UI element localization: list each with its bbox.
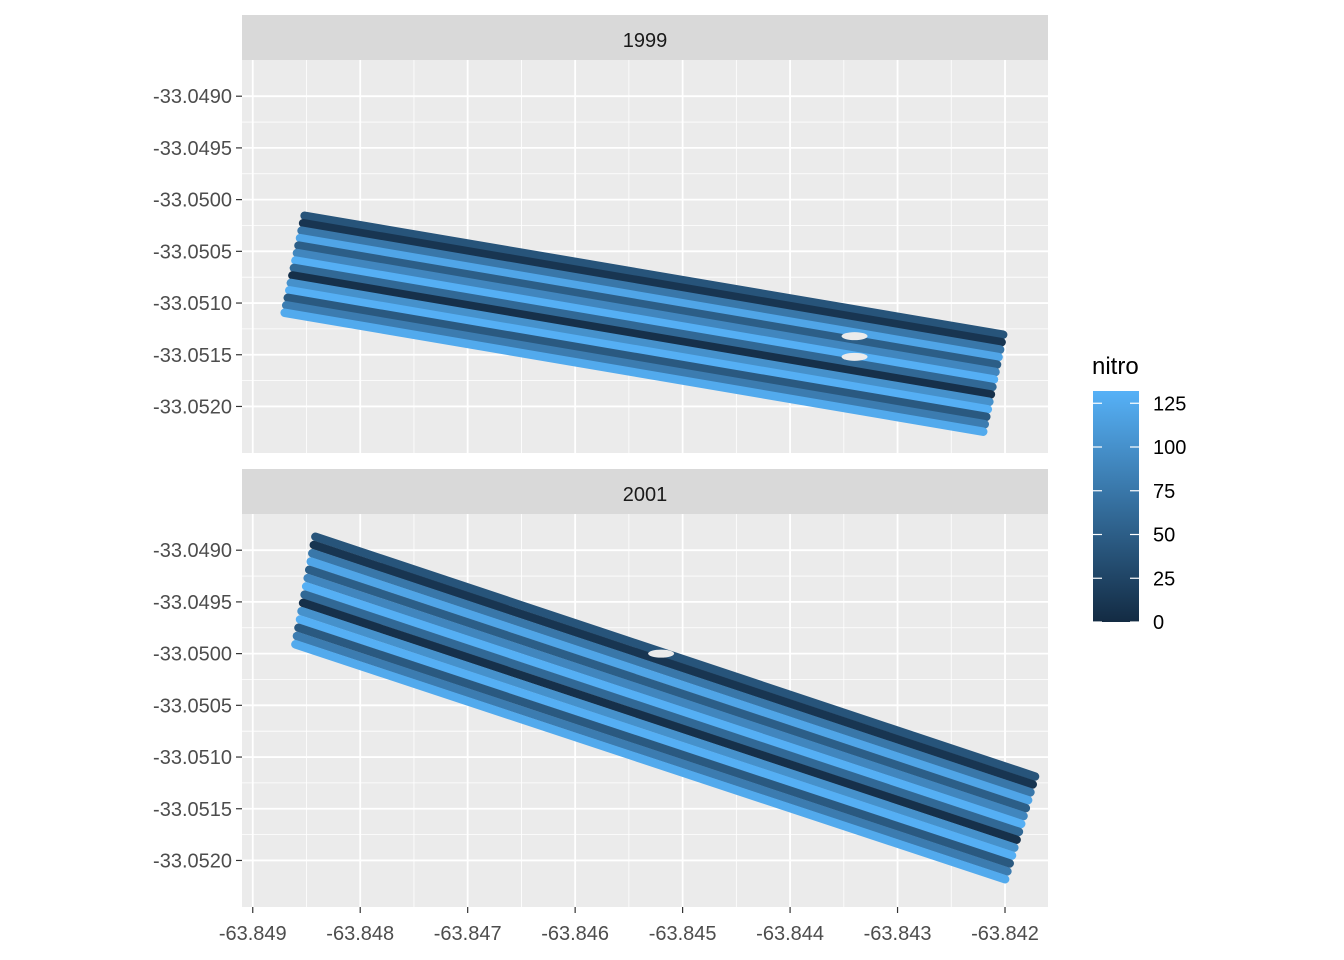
y-tick-label: -33.0510 <box>153 747 232 769</box>
point-row <box>304 565 1031 813</box>
y-tick-label: -33.0490 <box>153 86 232 108</box>
x-tick-label: -63.843 <box>864 923 932 945</box>
point-row <box>298 598 1021 844</box>
point-row <box>295 233 1003 362</box>
point-row <box>286 278 994 407</box>
point-row <box>289 263 997 392</box>
y-tick-label: -33.0520 <box>153 396 232 418</box>
legend-label: 0 <box>1153 612 1164 634</box>
facet-panel-1999: 1999 -33.0490 -33.0495 -33.0500 -33.0505 -33… <box>153 15 1048 453</box>
point-row <box>295 615 1017 860</box>
point-row <box>300 211 1008 339</box>
point-row <box>280 308 988 436</box>
y-tick-label: -33.0495 <box>153 138 232 160</box>
x-tick-label: -63.844 <box>756 923 824 945</box>
point-row <box>294 241 1002 369</box>
facet-panel-2001: 2001 -33.0490 -33.0495 -33.0500 -33.0505 -33… <box>153 469 1048 907</box>
y-tick-label: -33.0505 <box>153 241 232 263</box>
point-row <box>297 606 1019 852</box>
legend-label: 25 <box>1153 568 1175 590</box>
point-row <box>292 248 1000 377</box>
point-row <box>285 286 993 414</box>
point-row <box>300 590 1024 837</box>
point-row <box>283 293 991 422</box>
y-tick-label: -33.0520 <box>153 850 232 872</box>
y-tick-label: -33.0510 <box>153 293 232 315</box>
legend-colorbar <box>1093 391 1139 622</box>
point-row <box>301 582 1026 829</box>
strip-background <box>242 15 1048 60</box>
y-tick-label: -33.0515 <box>153 799 232 821</box>
point-row <box>288 271 996 399</box>
legend-label: 75 <box>1153 481 1175 503</box>
y-tick-label: -33.0500 <box>153 190 232 212</box>
point-row <box>303 573 1028 821</box>
point-row <box>298 218 1006 347</box>
point-row <box>309 540 1037 789</box>
point-row <box>291 256 999 384</box>
legend-title: nitro <box>1092 353 1139 380</box>
point-row <box>281 301 989 429</box>
y-tick-label: -33.0505 <box>153 695 232 717</box>
point-row <box>294 623 1014 868</box>
missing-data-gap <box>841 352 868 361</box>
point-row <box>291 640 1010 884</box>
legend-label: 100 <box>1153 437 1186 459</box>
legend: nitro 125 100 75 50 25 0 <box>1092 353 1186 634</box>
strip-label: 1999 <box>623 30 668 52</box>
y-tick-label: -33.0500 <box>153 644 232 666</box>
point-row <box>292 631 1012 876</box>
x-tick-label: -63.847 <box>434 923 502 945</box>
y-tick-label: -33.0490 <box>153 540 232 562</box>
x-tick-label: -63.845 <box>649 923 717 945</box>
point-row <box>306 557 1033 805</box>
x-tick-label: -63.849 <box>219 923 287 945</box>
point-row <box>308 549 1035 797</box>
missing-data-gap <box>648 649 675 658</box>
point-row <box>311 532 1040 781</box>
legend-label: 50 <box>1153 525 1175 547</box>
x-axis: -63.849 -63.848 -63.847 -63.846 -63.845 -63.8… <box>219 907 1039 945</box>
y-tick-label: -33.0495 <box>153 592 232 614</box>
legend-label: 125 <box>1153 393 1186 415</box>
strip-background <box>242 469 1048 514</box>
x-tick-label: -63.842 <box>971 923 1039 945</box>
x-tick-label: -63.846 <box>541 923 609 945</box>
strip-label: 2001 <box>623 484 668 506</box>
missing-data-gap <box>841 332 868 341</box>
x-tick-label: -63.848 <box>326 923 394 945</box>
y-tick-label: -33.0515 <box>153 345 232 367</box>
point-row <box>297 226 1005 354</box>
